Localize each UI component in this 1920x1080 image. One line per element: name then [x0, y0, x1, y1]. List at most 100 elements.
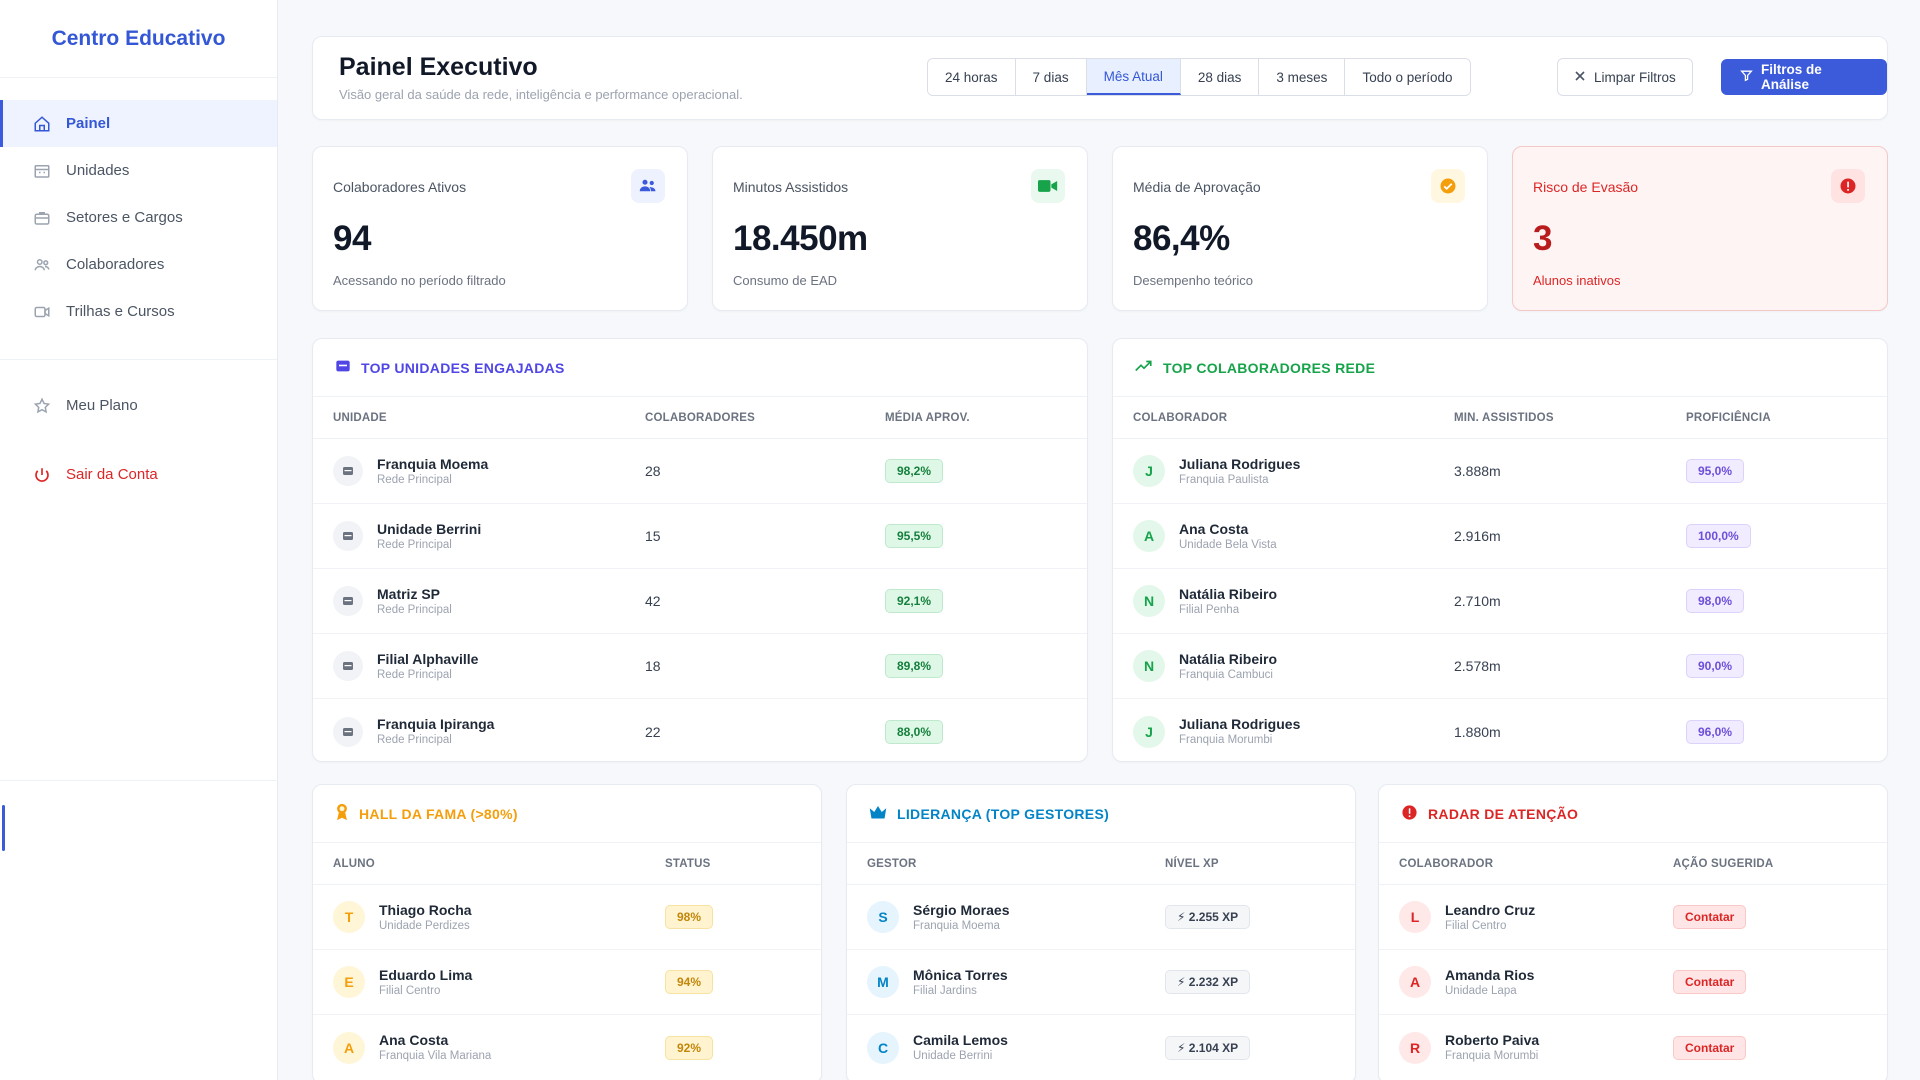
- table-header: UNIDADE COLABORADORES MÉDIA APROV.: [313, 397, 1087, 439]
- student-name: Ana Costa: [379, 1032, 449, 1048]
- attention-radar-card: RADAR DE ATENÇÃO COLABORADOR AÇÃO SUGERI…: [1378, 784, 1888, 1080]
- kpi-value: 3: [1533, 219, 1552, 258]
- period-selector: 24 horas 7 dias Mês Atual 28 dias 3 mese…: [927, 58, 1471, 96]
- table-row[interactable]: A Ana Costa Franquia Vila Mariana 92%: [313, 1015, 821, 1080]
- card-title: TOP COLABORADORES REDE: [1163, 359, 1376, 376]
- collaborators-count: 28: [645, 463, 661, 479]
- collaborator-cell: R Roberto Paiva Franquia Morumbi: [1379, 1031, 1673, 1064]
- unit-cell: Matriz SP Rede Principal: [313, 586, 645, 617]
- table-row[interactable]: Unidade Berrini Rede Principal 15 95,5%: [313, 504, 1087, 569]
- store-icon: [335, 358, 351, 377]
- top-collaborators-card: TOP COLABORADORES REDE COLABORADOR MIN. …: [1112, 338, 1888, 762]
- main-content: Painel Executivo Visão geral da saúde da…: [278, 0, 1920, 1080]
- minutes-watched: 2.578m: [1454, 658, 1501, 674]
- table-row[interactable]: R Roberto Paiva Franquia Morumbi Contatar: [1379, 1015, 1887, 1080]
- unit-network: Rede Principal: [377, 668, 452, 681]
- kpi-value: 94: [333, 219, 371, 258]
- page-title: Painel Executivo: [339, 53, 538, 81]
- contact-button[interactable]: Contatar: [1673, 1035, 1747, 1060]
- table-row[interactable]: T Thiago Rocha Unidade Perdizes 98%: [313, 885, 821, 950]
- logout-button[interactable]: Sair da Conta: [0, 451, 277, 498]
- collaborator-name: Juliana Rodrigues: [1179, 716, 1301, 732]
- period-7d[interactable]: 7 dias: [1015, 59, 1087, 95]
- brand-logo[interactable]: Centro Educativo: [0, 0, 277, 78]
- table-row[interactable]: N Natália Ribeiro Filial Penha 2.710m 98,…: [1113, 569, 1887, 634]
- avatar: J: [1133, 715, 1165, 748]
- table-row[interactable]: L Leandro Cruz Filial Centro Contatar: [1379, 885, 1887, 950]
- close-icon: [1574, 70, 1586, 85]
- period-28d[interactable]: 28 dias: [1180, 59, 1260, 95]
- avatar: C: [867, 1031, 899, 1064]
- unit-name: Filial Alphaville: [377, 650, 479, 667]
- table-row[interactable]: Matriz SP Rede Principal 42 92,1%: [313, 569, 1087, 634]
- kpi-dropout-risk: Risco de Evasão 3 Alunos inativos: [1512, 146, 1888, 311]
- table-row[interactable]: Franquia Ipiranga Rede Principal 22 88,0%: [313, 699, 1087, 761]
- table-row[interactable]: N Natália Ribeiro Franquia Cambuci 2.578m…: [1113, 634, 1887, 699]
- kpi-label: Colaboradores Ativos: [333, 179, 467, 195]
- contact-button[interactable]: Contatar: [1673, 970, 1747, 994]
- power-icon: [32, 465, 52, 485]
- sidebar-item-trilhas[interactable]: Trilhas e Cursos: [0, 288, 277, 335]
- student-cell: E Eduardo Lima Filial Centro: [313, 966, 665, 998]
- contact-button[interactable]: Contatar: [1673, 905, 1747, 929]
- sidebar-item-unidades[interactable]: Unidades: [0, 147, 277, 194]
- column-header: ALUNO: [333, 857, 375, 870]
- card-title: HALL DA FAMA (>80%): [359, 805, 518, 822]
- collaborator-cell: J Juliana Rodrigues Franquia Morumbi: [1113, 715, 1454, 748]
- sidebar-item-colaboradores[interactable]: Colaboradores: [0, 241, 277, 288]
- collaborator-cell: N Natália Ribeiro Franquia Cambuci: [1113, 650, 1454, 682]
- sidebar-item-label: Setores e Cargos: [66, 209, 183, 226]
- users-icon: [32, 255, 52, 275]
- hall-of-fame-card: HALL DA FAMA (>80%) ALUNO STATUS T Thiag…: [312, 784, 822, 1080]
- building-icon: [333, 521, 363, 551]
- table-row[interactable]: C Camila Lemos Unidade Berrini ⚡︎ 2.104 X…: [847, 1015, 1355, 1080]
- lightning-icon: ⚡︎: [1177, 1040, 1189, 1055]
- collaborator-unit: Franquia Cambuci: [1179, 668, 1273, 681]
- sidebar-item-label: Painel: [66, 115, 111, 132]
- unit-name: Franquia Ipiranga: [377, 716, 495, 732]
- kpi-value: 86,4%: [1133, 219, 1230, 258]
- collaborator-unit: Franquia Morumbi: [1179, 734, 1273, 746]
- table-row[interactable]: J Juliana Rodrigues Franquia Paulista 3.8…: [1113, 439, 1887, 504]
- clear-filters-button[interactable]: Limpar Filtros: [1557, 58, 1693, 96]
- users-icon: [631, 169, 665, 203]
- manager-unit: Franquia Moema: [913, 919, 1000, 932]
- table-row[interactable]: A Ana Costa Unidade Bela Vista 2.916m 100…: [1113, 504, 1887, 569]
- table-row[interactable]: M Mônica Torres Filial Jardins ⚡︎ 2.232 X…: [847, 950, 1355, 1015]
- avatar: A: [1399, 966, 1431, 998]
- building-icon: [32, 161, 52, 181]
- table-row[interactable]: Filial Alphaville Rede Principal 18 89,8%: [313, 634, 1087, 699]
- sidebar-divider: [0, 359, 277, 360]
- period-all[interactable]: Todo o período: [1345, 59, 1470, 95]
- manager-cell: S Sérgio Moraes Franquia Moema: [847, 901, 1165, 933]
- manager-cell: M Mônica Torres Filial Jardins: [847, 966, 1165, 998]
- sidebar-item-setores[interactable]: Setores e Cargos: [0, 194, 277, 241]
- table-row[interactable]: J Juliana Rodrigues Franquia Morumbi 1.88…: [1113, 699, 1887, 761]
- kpi-minutes-watched: Minutos Assistidos 18.450m Consumo de EA…: [712, 146, 1088, 311]
- minutes-watched: 3.888m: [1454, 463, 1501, 479]
- period-current-month[interactable]: Mês Atual: [1086, 59, 1181, 95]
- collaborator-name: Amanda Rios: [1445, 966, 1535, 983]
- column-header: UNIDADE: [333, 411, 387, 424]
- student-unit: Unidade Perdizes: [379, 919, 470, 932]
- proficiency-badge: 95,0%: [1686, 459, 1745, 483]
- analysis-filters-button[interactable]: Filtros de Análise: [1721, 59, 1887, 95]
- collaborator-cell: A Ana Costa Unidade Bela Vista: [1113, 520, 1454, 552]
- xp-value: 2.232 XP: [1188, 975, 1239, 989]
- avatar: E: [333, 966, 365, 998]
- table-row[interactable]: Franquia Moema Rede Principal 28 98,2%: [313, 439, 1087, 504]
- column-header: MÉDIA APROV.: [885, 411, 970, 424]
- period-3m[interactable]: 3 meses: [1259, 59, 1346, 95]
- table-row[interactable]: S Sérgio Moraes Franquia Moema ⚡︎ 2.255 X…: [847, 885, 1355, 950]
- table-row[interactable]: E Eduardo Lima Filial Centro 94%: [313, 950, 821, 1015]
- table-row[interactable]: A Amanda Rios Unidade Lapa Contatar: [1379, 950, 1887, 1015]
- avatar: N: [1133, 585, 1165, 617]
- card-title: TOP UNIDADES ENGAJADAS: [361, 359, 565, 376]
- manager-name: Mônica Torres: [913, 966, 1008, 983]
- sidebar-item-painel[interactable]: Painel: [0, 100, 277, 147]
- collaborator-cell: A Amanda Rios Unidade Lapa: [1379, 966, 1673, 998]
- student-cell: T Thiago Rocha Unidade Perdizes: [313, 901, 665, 933]
- period-24h[interactable]: 24 horas: [928, 59, 1016, 95]
- minutes-watched: 1.880m: [1454, 723, 1501, 740]
- sidebar-item-meu-plano[interactable]: Meu Plano: [0, 382, 277, 429]
